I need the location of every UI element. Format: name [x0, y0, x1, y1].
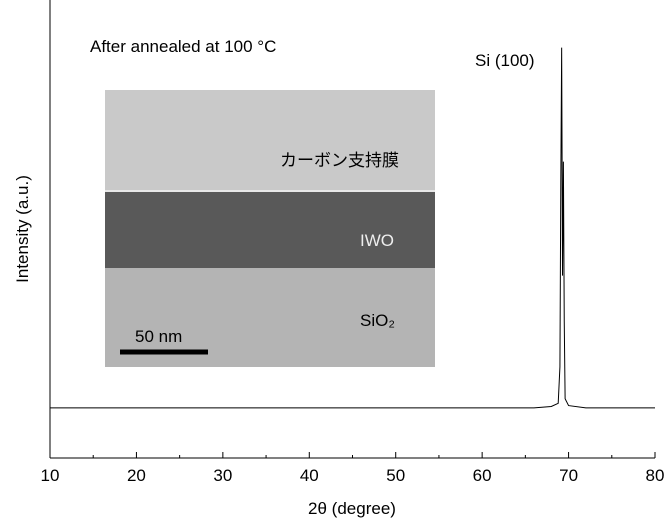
x-tick-label: 40	[300, 466, 319, 485]
inset-label: SiO₂	[360, 311, 395, 330]
y-axis-label: Intensity (a.u.)	[13, 175, 32, 283]
inset-label: カーボン支持膜	[280, 151, 399, 170]
inset-iwo-layer	[105, 192, 435, 268]
annotation: Si (100)	[475, 51, 535, 70]
x-tick-label: 80	[646, 466, 665, 485]
scale-label: 50 nm	[135, 327, 182, 346]
x-axis-label: 2θ (degree)	[308, 499, 396, 518]
inset-image: カーボン支持膜 IWO SiO₂ 50 nm	[105, 90, 435, 367]
inset-label: IWO	[360, 231, 394, 250]
legend-label: After annealed at 100 °C	[90, 37, 276, 56]
x-tick-label: 10	[41, 466, 60, 485]
x-tick-label: 50	[386, 466, 405, 485]
x-tick-label: 30	[213, 466, 232, 485]
data-line	[50, 47, 655, 409]
x-tick-label: 60	[473, 466, 492, 485]
x-tick-label: 70	[559, 466, 578, 485]
x-tick-label: 20	[127, 466, 146, 485]
